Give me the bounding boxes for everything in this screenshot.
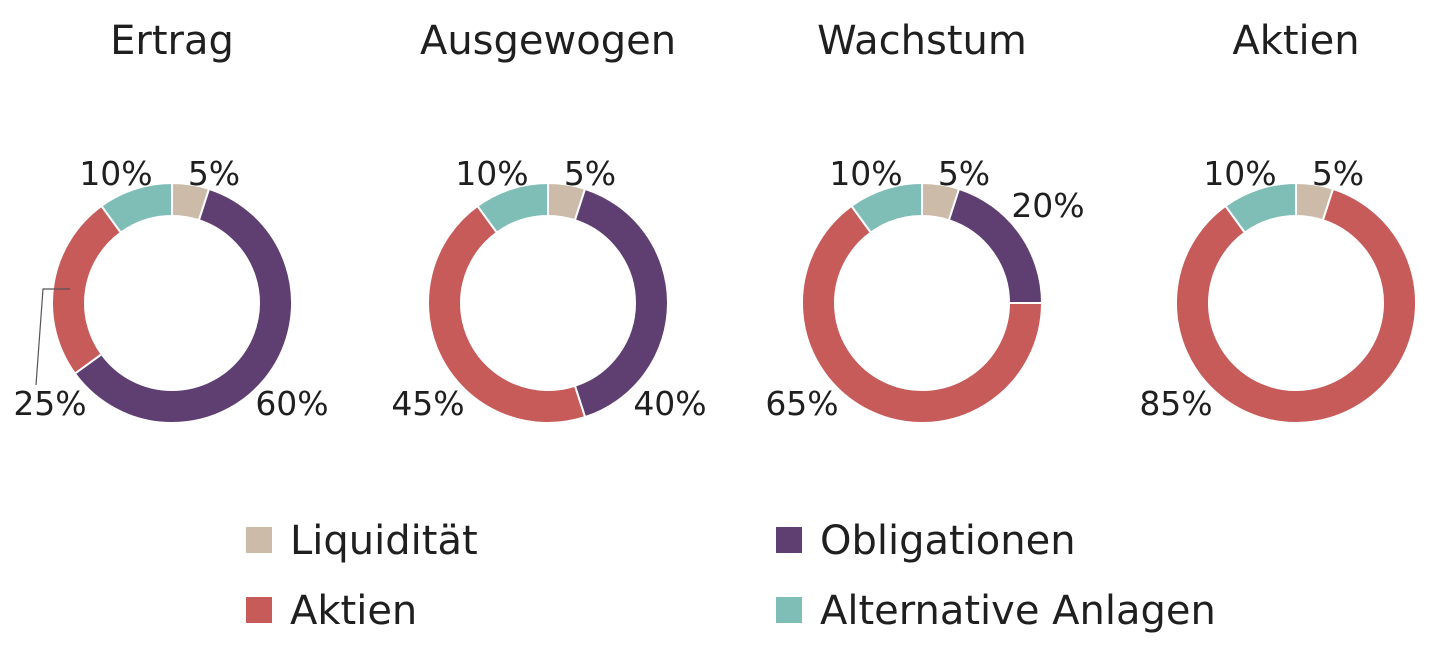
legend-swatch	[246, 597, 272, 623]
legend-item-aktien: Aktien	[246, 588, 417, 634]
data-label-obligationen: 20%	[1011, 186, 1084, 225]
data-label-alternative-anlagen: 10%	[455, 154, 528, 193]
legend-label: Obligationen	[820, 518, 1076, 564]
legend-label: Liquidität	[290, 518, 478, 564]
slice-aktien	[1175, 187, 1417, 424]
chart-title: Aktien	[1232, 18, 1359, 64]
legend-item-obligationen: Obligationen	[776, 518, 1076, 564]
data-label-liquiditaet: 5%	[188, 154, 240, 193]
data-label-alternative-anlagen: 10%	[1203, 154, 1276, 193]
slice-obligationen	[73, 187, 293, 424]
slice-alternative-anlagen	[1224, 181, 1297, 235]
slice-obligationen	[573, 187, 669, 419]
data-label-aktien: 65%	[765, 384, 838, 423]
legend-item-alternative-anlagen: Alternative Anlagen	[776, 588, 1216, 634]
data-label-obligationen: 40%	[633, 384, 706, 423]
slice-aktien	[427, 204, 587, 424]
legend: Liquidität Obligationen Aktien Alternative …	[246, 518, 1216, 634]
legend-swatch	[776, 527, 802, 553]
donut-aktien: Aktien 5% 85% 10%	[1139, 18, 1417, 424]
data-label-aktien: 85%	[1139, 384, 1212, 423]
chart-title: Ertrag	[110, 18, 234, 64]
legend-label: Alternative Anlagen	[820, 588, 1216, 634]
leader-line	[35, 288, 70, 386]
legend-swatch	[246, 527, 272, 553]
data-label-alternative-anlagen: 10%	[829, 154, 902, 193]
slice-alternative-anlagen	[100, 181, 173, 235]
slice-alternative-anlagen	[476, 181, 549, 235]
chart-title: Ausgewogen	[420, 18, 676, 64]
data-label-alternative-anlagen: 10%	[79, 154, 152, 193]
donut-ertrag: Ertrag 5% 60% 25% 10%	[13, 18, 329, 424]
data-label-obligationen: 60%	[255, 384, 328, 423]
slice-aktien	[801, 204, 1044, 424]
donut-wachstum: Wachstum 5% 20% 65% 10%	[765, 18, 1085, 424]
data-label-aktien: 45%	[391, 384, 464, 423]
data-label-aktien: 25%	[13, 384, 86, 423]
legend-item-liquiditaet: Liquidität	[246, 518, 478, 564]
data-label-liquiditaet: 5%	[564, 154, 616, 193]
legend-swatch	[776, 597, 802, 623]
slice-alternative-anlagen	[850, 181, 923, 235]
data-label-liquiditaet: 5%	[938, 154, 990, 193]
legend-label: Aktien	[290, 588, 417, 634]
chart-title: Wachstum	[817, 18, 1027, 64]
slice-aktien	[51, 204, 123, 375]
data-label-liquiditaet: 5%	[1312, 154, 1364, 193]
donut-ausgewogen: Ausgewogen 5% 40% 45% 10%	[391, 18, 707, 424]
